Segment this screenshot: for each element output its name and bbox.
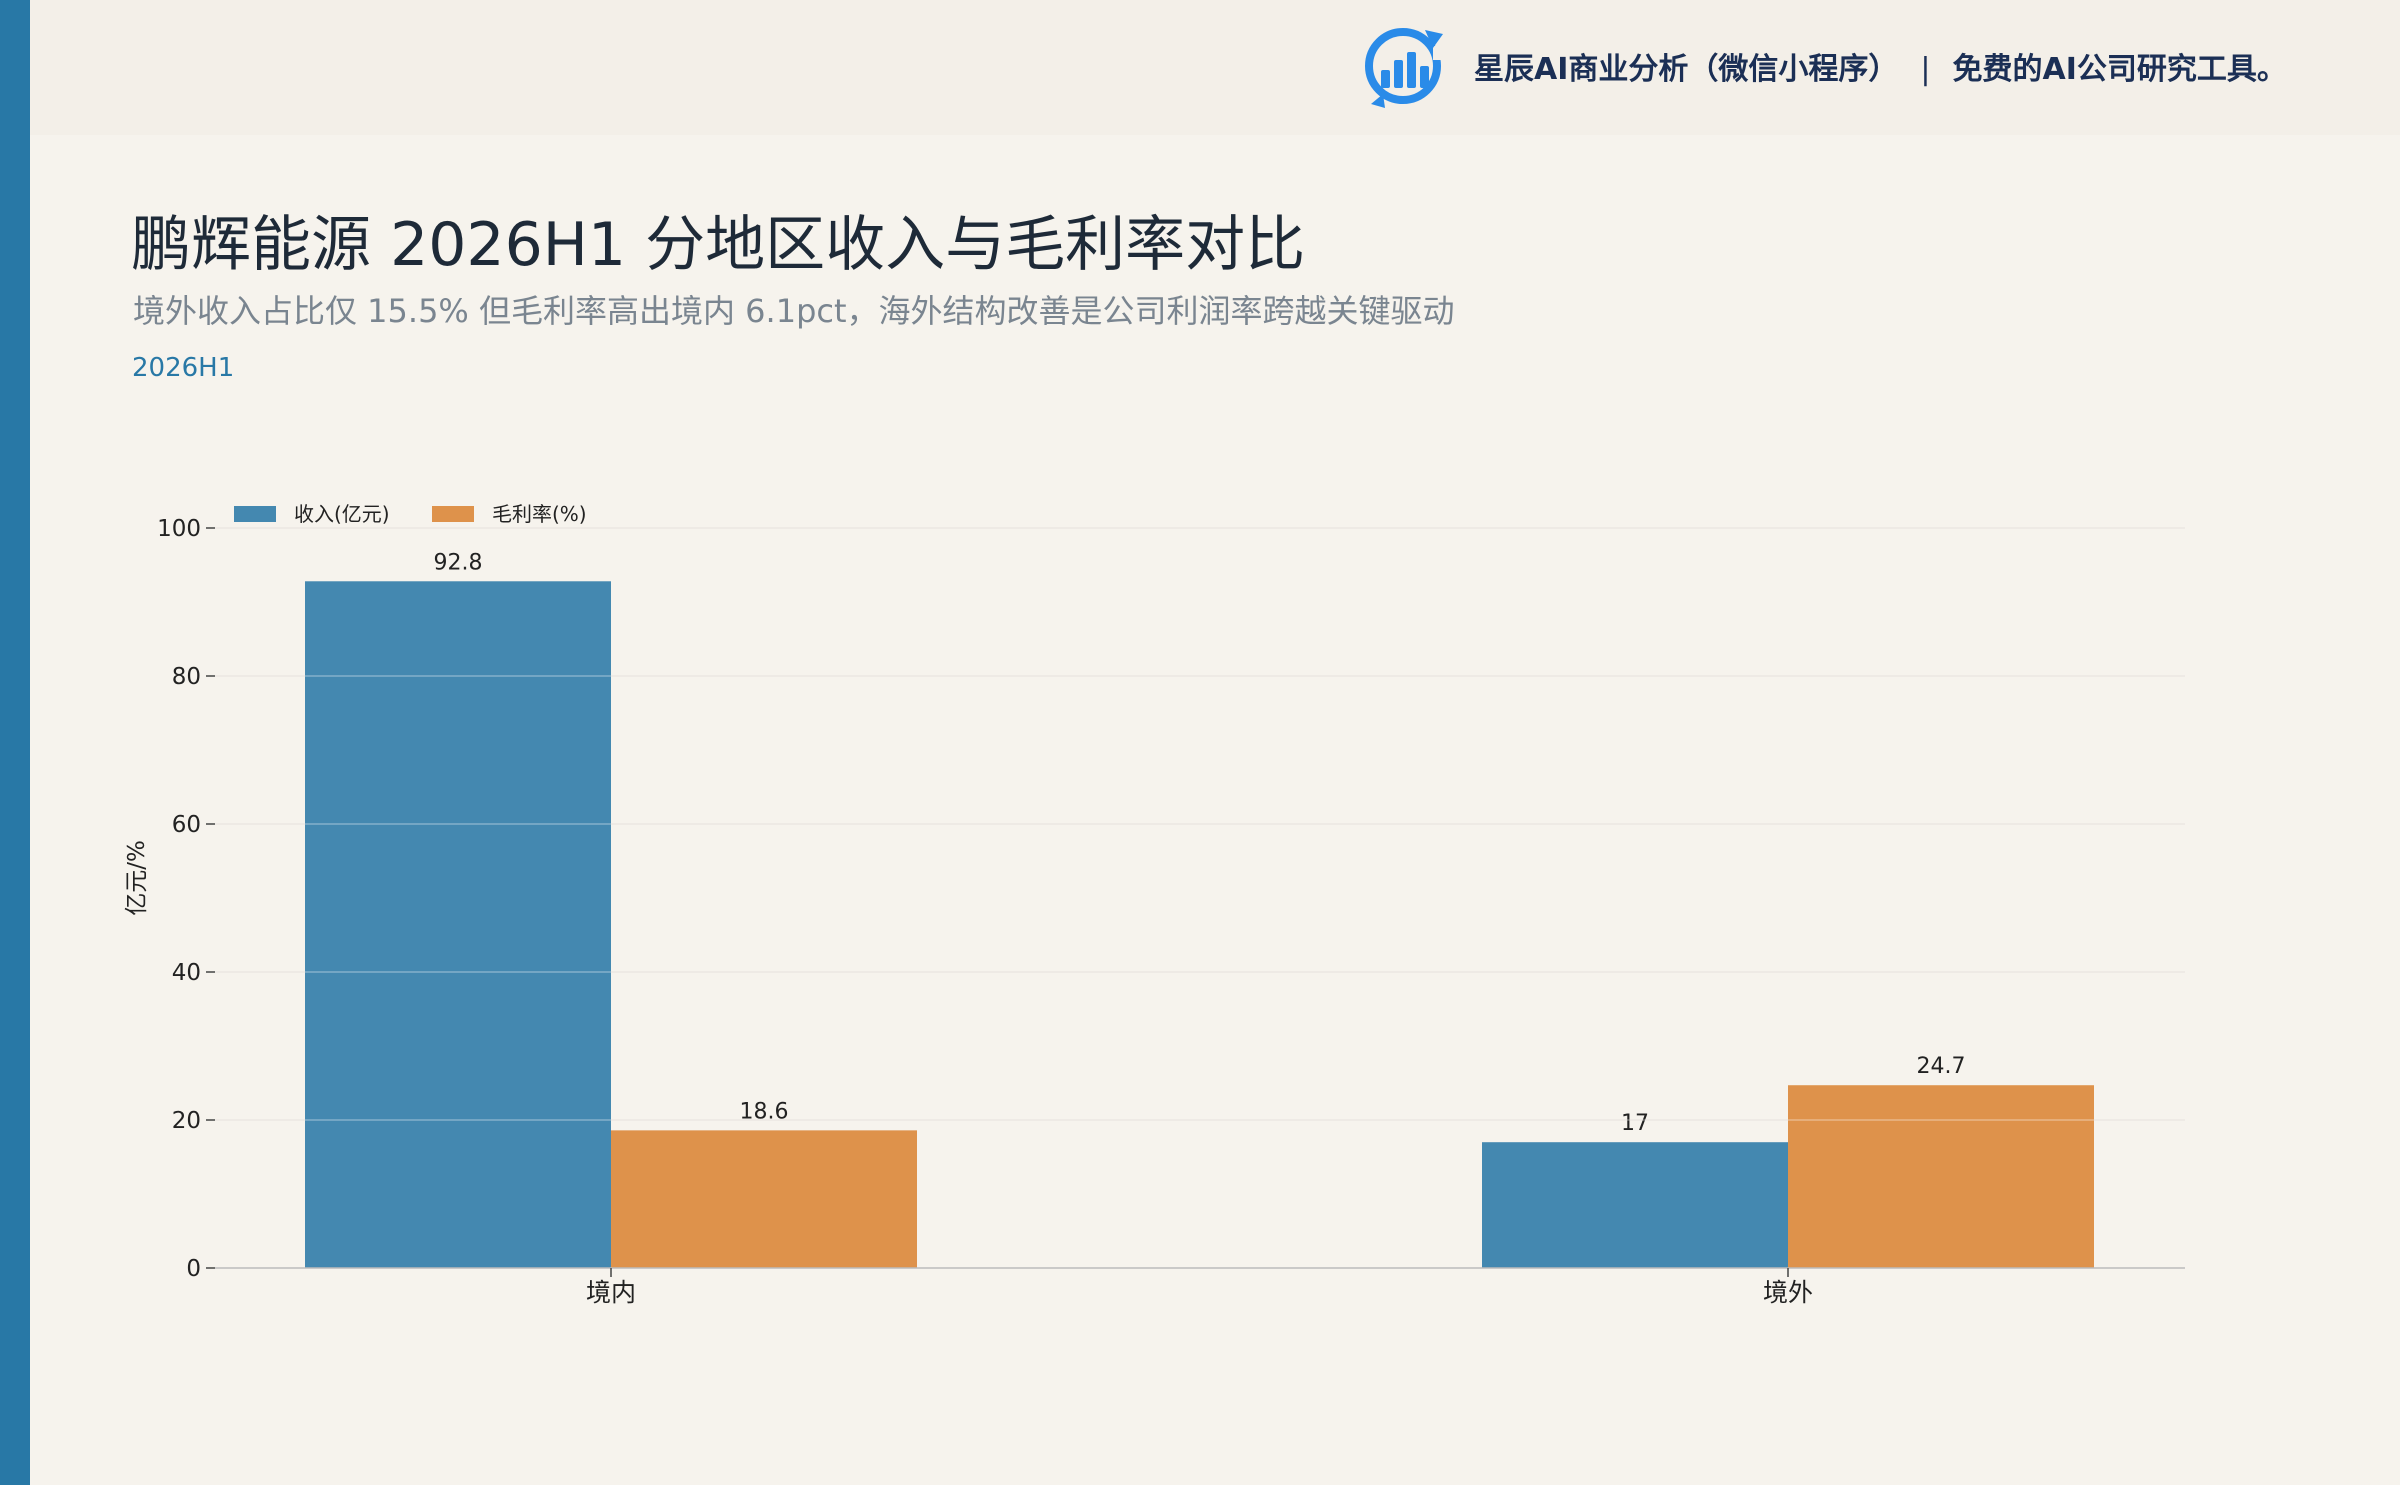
y-tick-label: 40 (172, 960, 201, 986)
bar (1788, 1085, 2094, 1268)
y-axis-label: 亿元/% (124, 840, 150, 916)
legend-label: 收入(亿元) (294, 502, 390, 526)
brand-tagline: 免费的AI公司研究工具。 (1952, 52, 2287, 87)
page-title: 鹏辉能源 2026H1 分地区收入与毛利率对比 (131, 210, 1306, 280)
brand-name: 星辰AI商业分析（微信小程序） (1474, 52, 1899, 87)
y-tick-label: 20 (172, 1108, 201, 1134)
y-tick-label: 0 (186, 1256, 201, 1282)
bar (611, 1130, 917, 1268)
bar-value-label: 18.6 (740, 1099, 789, 1124)
bar-value-label: 24.7 (1917, 1054, 1966, 1079)
y-tick-label: 80 (172, 664, 201, 690)
x-tick-label: 境内 (586, 1278, 636, 1307)
bar-value-label: 17 (1621, 1111, 1649, 1136)
bar-value-label: 92.8 (434, 550, 483, 575)
legend-label: 毛利率(%) (492, 502, 587, 526)
x-tick-label: 境外 (1763, 1278, 1813, 1307)
legend-swatch (432, 506, 474, 522)
brand-separator: | (1920, 52, 1931, 87)
bar (1482, 1142, 1788, 1268)
y-tick-label: 60 (172, 812, 201, 838)
bar (305, 581, 611, 1268)
bar-chart-refresh-logo-icon (1365, 28, 1445, 108)
brand-header (30, 0, 2400, 135)
period-label: 2026H1 (132, 353, 235, 383)
page-subtitle: 境外收入占比仅 15.5% 但毛利率高出境内 6.1pct，海外结构改善是公司利… (133, 292, 1455, 330)
y-tick-label: 100 (157, 516, 201, 542)
legend-swatch (234, 506, 276, 522)
brand-text: 星辰AI商业分析（微信小程序） | 免费的AI公司研究工具。 (1474, 50, 2287, 90)
left-accent-bar (0, 0, 30, 1485)
